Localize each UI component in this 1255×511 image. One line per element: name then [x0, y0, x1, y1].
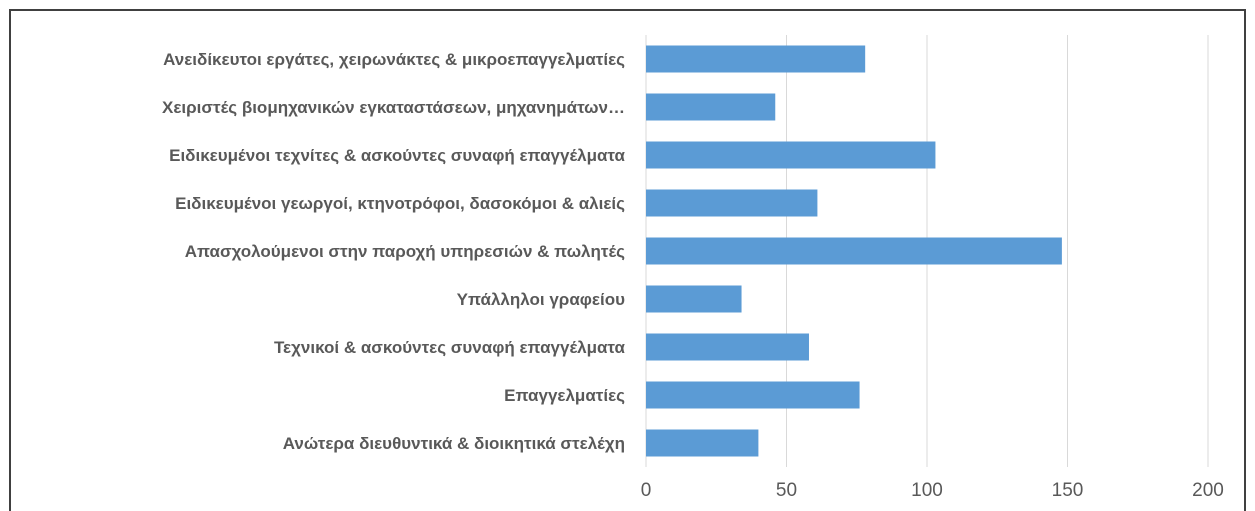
x-tick-label: 200 — [1192, 480, 1224, 501]
bar — [646, 333, 809, 361]
x-tick-label: 150 — [1052, 480, 1084, 501]
bar — [646, 45, 866, 73]
x-tick-labels: 0 50 100 150 200 — [641, 480, 1224, 501]
bar — [646, 381, 860, 409]
category-labels: Ανειδίκευτοι εργάτες, χειρωνάκτες & μικρ… — [162, 50, 626, 453]
category-label: Υπάλληλοι γραφείου — [457, 290, 625, 309]
category-label: Ειδικευμένοι γεωργοί, κτηνοτρόφοι, δασοκ… — [175, 194, 625, 213]
category-label: Επαγγελματίες — [504, 386, 625, 405]
x-tick-label: 0 — [641, 480, 652, 501]
category-label: Απασχολούμενοι στην παροχή υπηρεσιών & π… — [185, 242, 625, 261]
bars — [646, 45, 1062, 457]
category-label: Χειριστές βιομηχανικών εγκαταστάσεων, μη… — [162, 98, 625, 117]
x-tick-label: 100 — [911, 480, 943, 501]
bar — [646, 285, 742, 313]
category-label: Ανώτερα διευθυντικά & διοικητικά στελέχη — [283, 434, 625, 453]
bar — [646, 93, 776, 121]
bar — [646, 237, 1062, 265]
category-label: Ανειδίκευτοι εργάτες, χειρωνάκτες & μικρ… — [163, 50, 625, 69]
bar — [646, 429, 759, 457]
bar — [646, 141, 936, 169]
x-tick-label: 50 — [776, 480, 797, 501]
bar — [646, 189, 818, 217]
category-label: Ειδικευμένοι τεχνίτες & ασκούντες συναφή… — [169, 146, 625, 165]
category-label: Τεχνικοί & ασκούντες συναφή επαγγέλματα — [274, 338, 626, 357]
